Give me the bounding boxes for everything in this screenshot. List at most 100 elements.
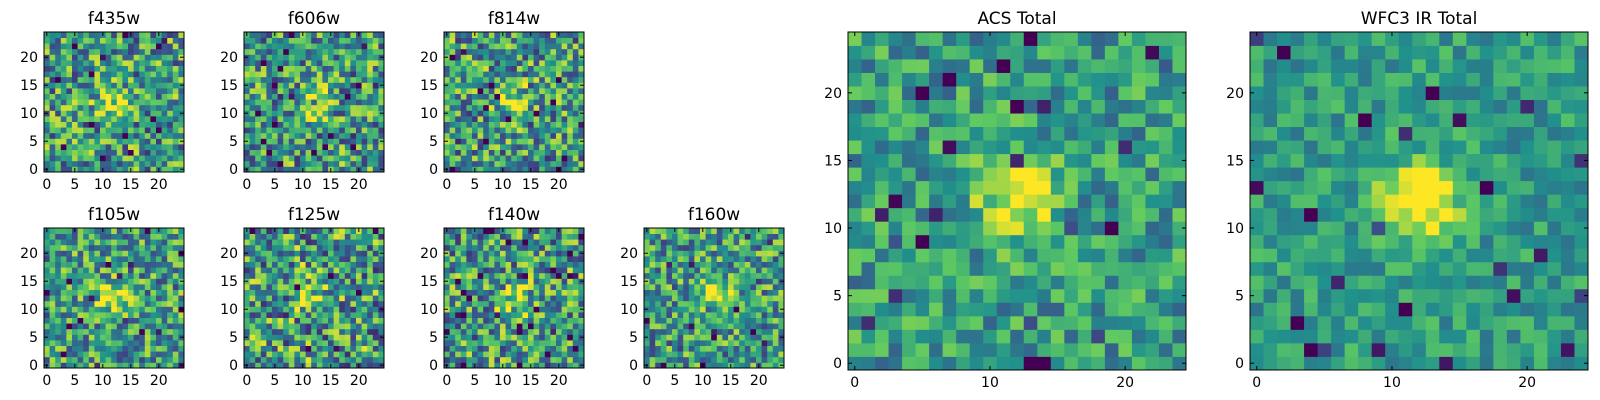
- heatmap-cell: [294, 166, 301, 173]
- heatmap-cell: [333, 60, 340, 66]
- heatmap-cell: [283, 155, 290, 162]
- heatmap-cell: [55, 312, 62, 318]
- heatmap-cell: [722, 317, 729, 324]
- heatmap-cell: [516, 93, 523, 100]
- heatmap-cell: [728, 300, 734, 307]
- heatmap-cell: [316, 127, 323, 134]
- heatmap-cell: [178, 60, 185, 66]
- y-tick-label: 5: [229, 134, 238, 150]
- heatmap-cell: [144, 300, 151, 307]
- heatmap-cell: [272, 144, 278, 150]
- heatmap-cell: [100, 289, 106, 296]
- heatmap-cell: [260, 300, 267, 307]
- heatmap-cell: [178, 93, 185, 100]
- heatmap-cell: [483, 99, 490, 106]
- heatmap-cell: [544, 345, 551, 352]
- heatmap-cell: [544, 300, 551, 307]
- heatmap-cell: [77, 43, 84, 50]
- heatmap-cell: [778, 312, 785, 318]
- heatmap-cell: [767, 312, 774, 318]
- heatmap-cell: [722, 256, 729, 262]
- heatmap-cell: [466, 228, 473, 234]
- heatmap-cell: [572, 99, 579, 106]
- heatmap-cell: [711, 345, 718, 352]
- heatmap-cell: [1091, 234, 1106, 249]
- x-tick-label: 20: [150, 373, 168, 389]
- heatmap-cell: [333, 250, 340, 257]
- heatmap-cell: [150, 244, 157, 251]
- heatmap-cell: [483, 48, 490, 55]
- heatmap-cell: [544, 261, 551, 268]
- heatmap-cell: [511, 76, 518, 83]
- heatmap-cell: [272, 132, 278, 139]
- heatmap-cell: [778, 261, 785, 268]
- heatmap-cell: [1037, 207, 1052, 222]
- heatmap-cell: [705, 345, 712, 352]
- heatmap-cell: [150, 323, 157, 330]
- heatmap-cell: [144, 239, 151, 246]
- heatmap-cell: [539, 60, 546, 66]
- heatmap-cell: [156, 127, 162, 134]
- heatmap-cell: [466, 76, 473, 83]
- y-tick-label: 20: [220, 246, 238, 262]
- heatmap-cell: [483, 93, 490, 100]
- heatmap-cell: [466, 160, 473, 167]
- heatmap-cell: [483, 323, 490, 330]
- heatmap-cell: [511, 334, 518, 341]
- heatmap-cell: [161, 250, 168, 257]
- heatmap-cell: [1131, 207, 1146, 222]
- heatmap-cell: [288, 82, 295, 89]
- heatmap-cell: [260, 82, 267, 89]
- heatmap-cell: [1077, 261, 1092, 276]
- heatmap-cell: [956, 207, 971, 222]
- heatmap-cell: [294, 99, 301, 106]
- heatmap-cell: [328, 116, 334, 122]
- heatmap-cell: [139, 132, 146, 139]
- heatmap-cell: [378, 127, 385, 134]
- heatmap-cell: [72, 328, 78, 335]
- heatmap-cell: [942, 180, 957, 195]
- heatmap-cell: [60, 88, 67, 94]
- heatmap-cell: [139, 32, 146, 38]
- heatmap-cell: [567, 82, 574, 89]
- heatmap-cell: [711, 289, 718, 296]
- heatmap-cell: [322, 334, 329, 341]
- heatmap-cell: [688, 256, 695, 262]
- heatmap-cell: [49, 138, 56, 145]
- heatmap-cell: [178, 132, 185, 139]
- heatmap-cell: [572, 239, 579, 246]
- heatmap-cell: [266, 340, 273, 346]
- heatmap-cell: [572, 166, 579, 173]
- heatmap-cell: [750, 345, 757, 352]
- heatmap-cell: [300, 256, 306, 262]
- heatmap-cell: [875, 288, 889, 303]
- heatmap-cell: [144, 340, 151, 346]
- heatmap-cell: [539, 82, 546, 89]
- heatmap-cell: [333, 166, 340, 173]
- heatmap-cell: [111, 256, 118, 262]
- heatmap-cell: [294, 323, 301, 330]
- heatmap-cell: [460, 340, 467, 346]
- heatmap-cell: [316, 356, 323, 363]
- heatmap-cell: [300, 345, 306, 352]
- heatmap-cell: [272, 300, 278, 307]
- heatmap-cell: [477, 250, 484, 257]
- heatmap-cell: [116, 295, 123, 302]
- heatmap-cell: [94, 60, 101, 66]
- heatmap-cell: [244, 239, 250, 246]
- heatmap-cell: [72, 289, 78, 296]
- heatmap-cell: [572, 132, 579, 139]
- heatmap-cell: [744, 278, 751, 285]
- y-tick-label: 5: [429, 330, 438, 346]
- heatmap-cell: [328, 76, 334, 83]
- heatmap-cell: [260, 323, 267, 330]
- heatmap-cell: [488, 121, 495, 128]
- heatmap-cell: [55, 250, 62, 257]
- heatmap-cell: [283, 289, 290, 296]
- heatmap-cell: [94, 334, 101, 341]
- heatmap-cell: [494, 166, 501, 173]
- heatmap-cell: [167, 104, 174, 111]
- heatmap-cell: [344, 334, 351, 341]
- heatmap-cell: [728, 295, 734, 302]
